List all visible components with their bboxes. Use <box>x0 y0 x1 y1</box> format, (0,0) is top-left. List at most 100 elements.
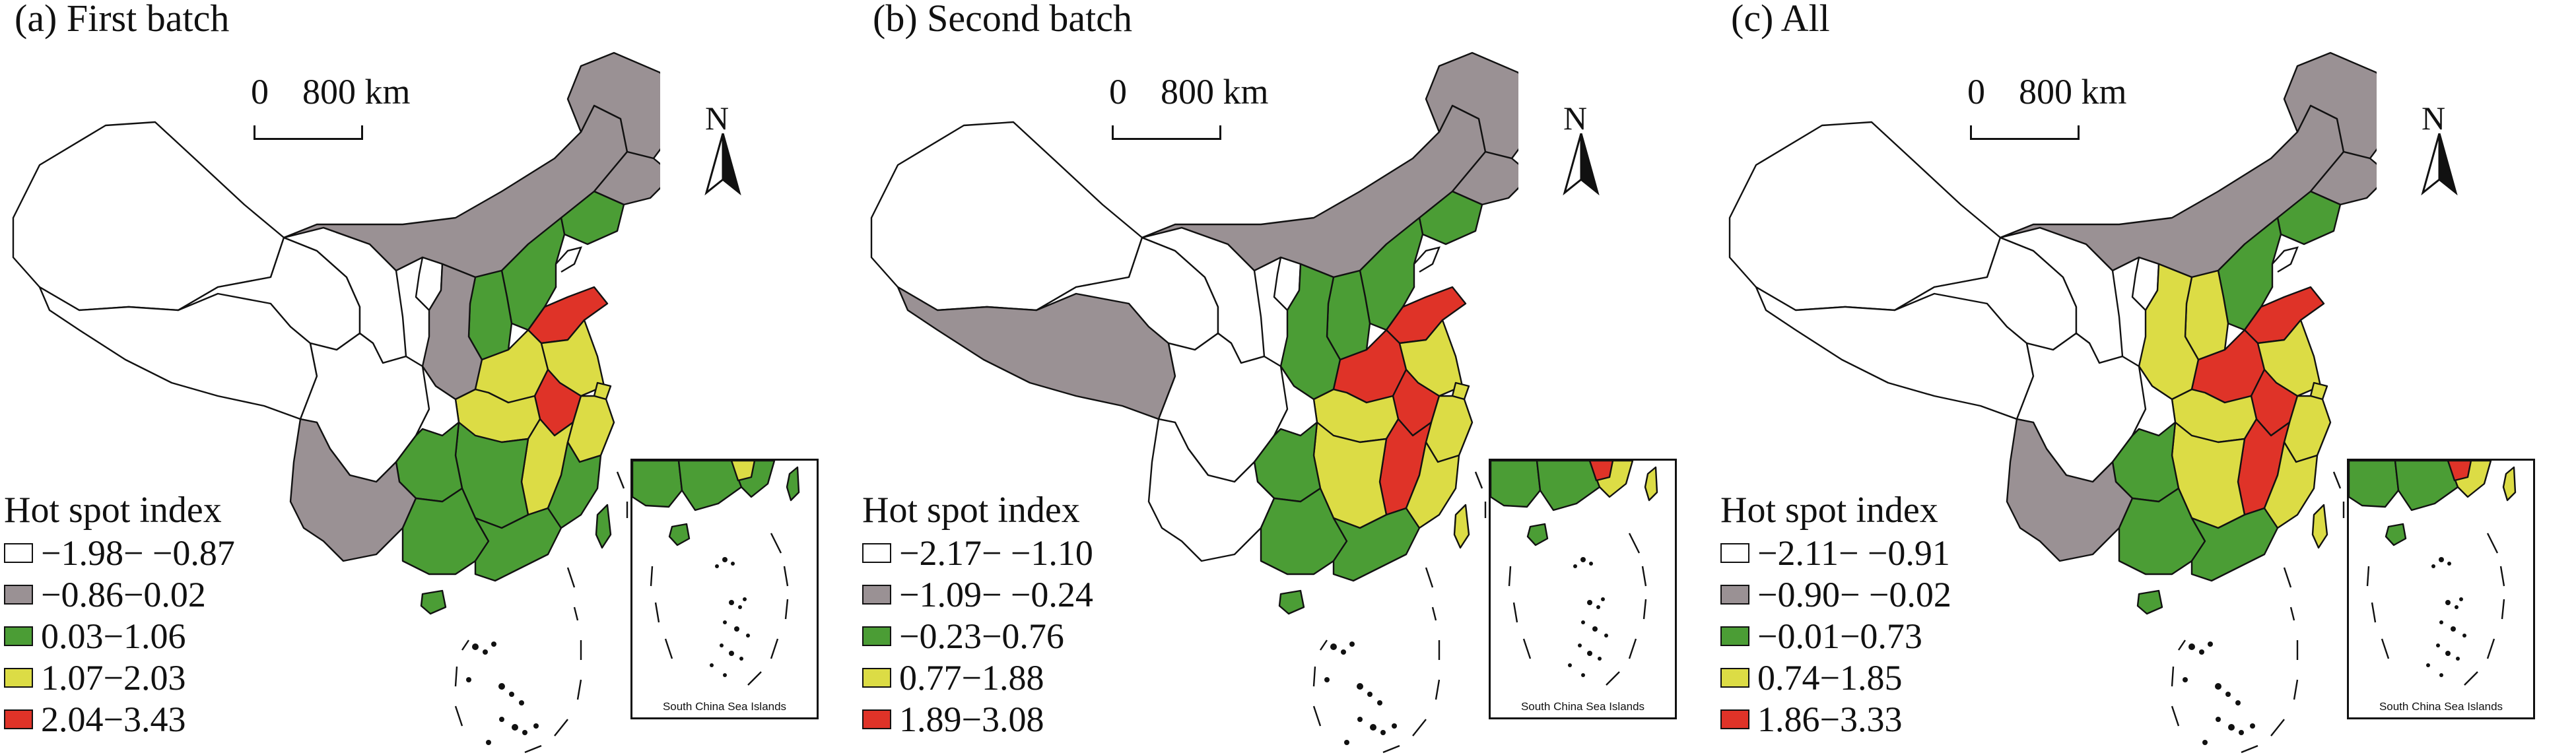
north-label: N <box>2422 100 2446 137</box>
legend-item: 1.86−3.33 <box>1720 698 2090 740</box>
legend-item: −0.01−0.73 <box>1720 615 2090 657</box>
legend-item: −0.23−0.76 <box>862 615 1232 657</box>
legend-label: 1.07−2.03 <box>41 657 186 698</box>
region-jiangxi <box>1588 461 1614 482</box>
panel-all: (c) All <box>1716 0 2575 755</box>
legend-label: −0.90− −0.02 <box>1757 574 1951 614</box>
legend-item: 1.89−3.08 <box>862 698 1232 740</box>
region-guangdong <box>677 461 743 511</box>
legend-label: 2.04−3.43 <box>41 699 186 739</box>
legend-label: 0.77−1.88 <box>899 657 1044 698</box>
region-taiwan <box>1453 504 1470 549</box>
legend-swatch <box>862 626 891 646</box>
legend-item: 2.04−3.43 <box>4 698 374 740</box>
region-guangdong <box>1536 461 1601 511</box>
legend-swatch <box>1720 626 1749 646</box>
region-taiwan <box>786 466 800 502</box>
legend-swatch <box>4 667 33 688</box>
bohai-coastline <box>1413 246 1441 273</box>
region-heilongjiang <box>566 51 660 160</box>
inset-label: South China Sea Islands <box>2379 700 2503 713</box>
legend-item: 0.74−1.85 <box>1720 657 2090 698</box>
region-guangdong <box>1332 507 1421 582</box>
legend-swatch <box>862 542 891 563</box>
legend-label: 1.86−3.33 <box>1757 699 1903 739</box>
scale-zero-label: 0 <box>1109 72 1127 112</box>
panel-title: (b) Second batch <box>873 0 1132 40</box>
panel-title: (a) First batch <box>15 0 230 40</box>
scale-distance-label: 800 km <box>1161 72 1269 112</box>
legend-title: Hot spot index <box>1720 490 1938 531</box>
inset-box: South China Sea Islands <box>630 459 819 719</box>
legend-swatch <box>1720 584 1749 605</box>
region-heilongjiang <box>1425 51 1518 160</box>
north-arrow-icon <box>1563 133 1600 196</box>
region-hainan <box>1278 589 1305 615</box>
scale-bar: 0 800 km <box>1961 71 2127 140</box>
region-taiwan <box>595 504 612 549</box>
scale-bar: 0 800 km <box>1102 71 1269 140</box>
region-guangxi <box>2349 461 2400 508</box>
region-fujian <box>1405 441 1460 529</box>
north-arrow: N <box>2416 99 2462 198</box>
offshore-islands <box>454 471 628 754</box>
region-taiwan <box>2311 504 2328 549</box>
region-guangdong <box>2394 461 2459 511</box>
legend-swatch <box>4 542 33 563</box>
region-guangxi <box>632 461 683 508</box>
legend: Hot spot index −2.11− −0.91 −0.90− −0.02… <box>1720 488 2090 740</box>
south-china-sea-inset-map <box>1491 461 1658 686</box>
north-arrow-icon <box>704 133 741 196</box>
region-heilongjiang <box>2283 51 2377 160</box>
bohai-coastline <box>555 246 582 273</box>
legend-title: Hot spot index <box>4 490 222 531</box>
legend-label: −1.98− −0.87 <box>41 533 235 573</box>
legend-swatch <box>1720 667 1749 688</box>
south-china-sea-inset-map <box>632 461 800 686</box>
legend-item: −0.86−0.02 <box>4 574 374 615</box>
inset-island-dots <box>1568 557 1608 677</box>
scale-bar: 0 800 km <box>244 71 411 140</box>
north-label: N <box>1563 100 1588 137</box>
region-guangxi <box>1491 461 1542 508</box>
offshore-islands <box>1312 471 1487 754</box>
south-china-sea-inset-map <box>2349 461 2517 686</box>
scale-distance-label: 800 km <box>302 72 411 112</box>
legend-title: Hot spot index <box>862 490 1080 531</box>
inset-label: South China Sea Islands <box>662 700 787 713</box>
legend-item: −1.09− −0.24 <box>862 574 1232 615</box>
region-guangdong <box>2190 507 2279 582</box>
bohai-coastline <box>2272 246 2299 273</box>
legend-swatch <box>862 584 891 605</box>
scale-line <box>254 125 363 140</box>
region-hainan <box>2136 589 2163 615</box>
north-label: N <box>705 100 729 137</box>
legend: Hot spot index −1.98− −0.87 −0.86−0.02 0… <box>4 488 374 740</box>
scale-zero-label: 0 <box>1967 72 1985 112</box>
panel-first-batch: (a) First batch <box>0 0 858 755</box>
legend-label: −0.23−0.76 <box>899 616 1064 656</box>
region-hainan <box>668 523 691 546</box>
region-guangdong <box>474 507 562 582</box>
panel-title: (c) All <box>1731 0 1830 40</box>
legend-item: 0.03−1.06 <box>4 615 374 657</box>
legend-item: −1.98− −0.87 <box>4 532 374 574</box>
legend-swatch <box>4 709 33 729</box>
north-arrow-icon <box>2421 133 2458 196</box>
legend: Hot spot index −2.17− −1.10 −1.09− −0.24… <box>862 488 1232 740</box>
china-province-map <box>870 51 1518 754</box>
inset-island-dots <box>2426 557 2466 677</box>
legend-item: −2.11− −0.91 <box>1720 532 2090 574</box>
region-taiwan <box>1644 466 1658 502</box>
legend-swatch <box>1720 709 1749 729</box>
legend-swatch <box>4 626 33 646</box>
scale-line <box>1112 125 1221 140</box>
panel-second-batch: (b) Second batch <box>858 0 1716 755</box>
region-fujian <box>547 441 602 529</box>
legend-swatch <box>4 584 33 605</box>
region-hainan <box>1526 523 1549 546</box>
legend-swatch <box>862 667 891 688</box>
north-arrow: N <box>1558 99 1604 198</box>
legend-label: −2.17− −1.10 <box>899 533 1093 573</box>
legend-item: −0.90− −0.02 <box>1720 574 2090 615</box>
